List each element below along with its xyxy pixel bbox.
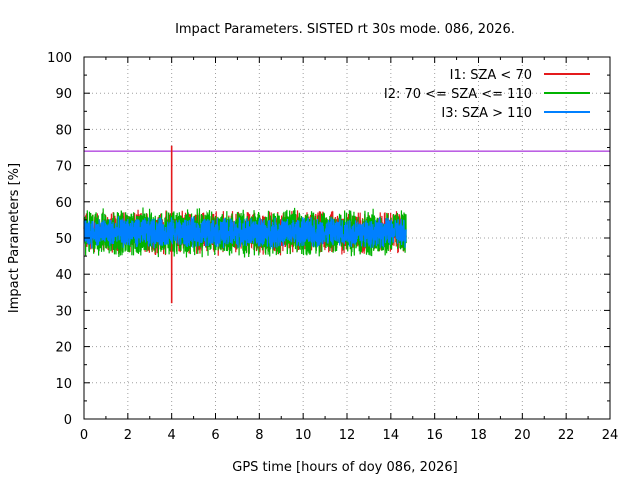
x-tick-label: 0 <box>80 428 88 443</box>
x-tick-label: 16 <box>426 428 443 443</box>
y-tick-label: 40 <box>55 268 72 283</box>
x-tick-label: 18 <box>470 428 487 443</box>
y-axis-label: Impact Parameters [%] <box>7 163 22 313</box>
y-tick-label: 30 <box>55 304 72 319</box>
x-axis-label: GPS time [hours of doy 086, 2026] <box>232 460 457 475</box>
x-tick-label: 20 <box>514 428 531 443</box>
axis-ticks: 0 2 4 6 8 10 12 14 16 18 20 22 240102030405060708090… <box>47 51 618 443</box>
legend-label-2: I2: 70 <= SZA <= 110 <box>384 87 532 102</box>
chart-title: Impact Parameters. SISTED rt 30s mode. 0… <box>175 22 515 37</box>
y-tick-label: 90 <box>55 87 72 102</box>
series-line-3 <box>83 216 407 249</box>
x-tick-label: 22 <box>558 428 575 443</box>
y-tick-label: 0 <box>64 413 72 428</box>
y-tick-label: 70 <box>55 160 72 175</box>
y-tick-label: 20 <box>55 341 72 356</box>
y-tick-label: 50 <box>55 232 72 247</box>
x-tick-label: 6 <box>211 428 219 443</box>
x-tick-label: 14 <box>383 428 400 443</box>
y-tick-label: 100 <box>47 51 72 66</box>
legend: I1: SZA < 70 I2: 70 <= SZA <= 110 I3: SZA … <box>384 68 590 121</box>
y-tick-label: 60 <box>55 196 72 211</box>
legend-label-1: I1: SZA < 70 <box>450 68 532 83</box>
x-tick-label: 10 <box>295 428 312 443</box>
x-tick-label: 24 <box>602 428 619 443</box>
series-group <box>83 145 407 304</box>
x-tick-label: 4 <box>168 428 176 443</box>
y-tick-label: 80 <box>55 123 72 138</box>
x-tick-label: 8 <box>255 428 263 443</box>
y-tick-label: 10 <box>55 377 72 392</box>
legend-label-3: I3: SZA > 110 <box>441 106 532 121</box>
x-tick-label: 2 <box>124 428 132 443</box>
x-tick-label: 12 <box>339 428 356 443</box>
